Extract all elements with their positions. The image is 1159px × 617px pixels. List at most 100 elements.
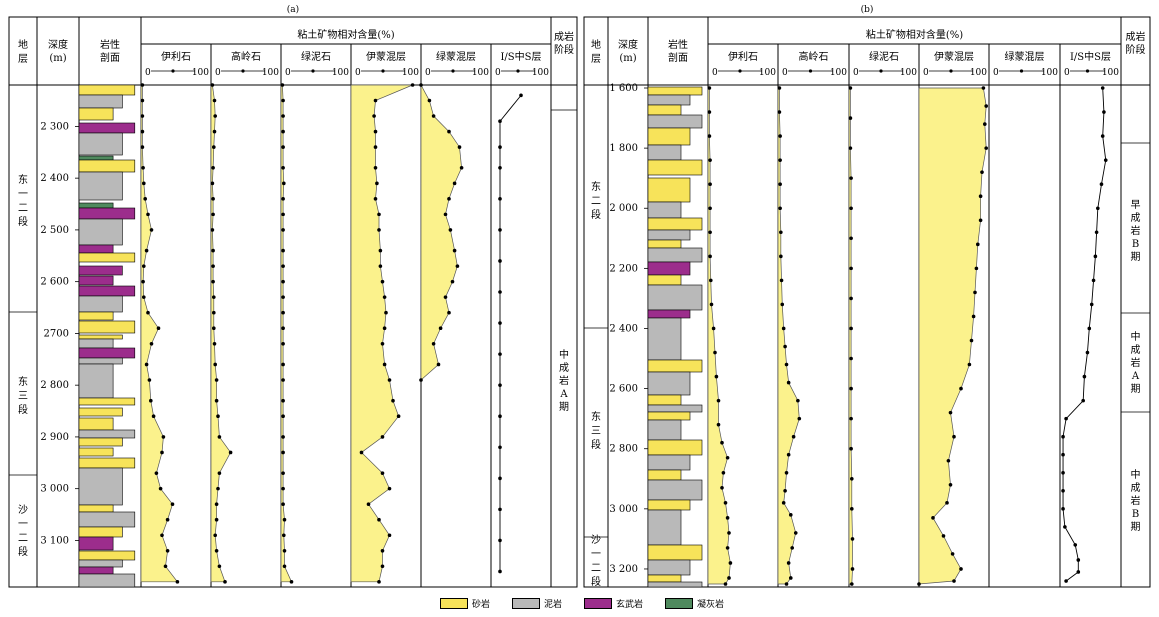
data-point — [380, 435, 385, 439]
data-point — [849, 416, 853, 421]
data-point — [973, 290, 977, 295]
data-point — [281, 398, 285, 403]
data-point — [713, 350, 717, 355]
data-point — [160, 450, 164, 455]
data-point — [373, 166, 378, 170]
data-point — [455, 264, 460, 268]
data-point — [716, 422, 721, 427]
depth-tick-label: 2 000 — [609, 203, 638, 214]
stage-label: A — [559, 389, 568, 400]
data-point — [980, 170, 984, 174]
litho-bed-mudstone — [647, 559, 691, 576]
stratum-label: 二 — [18, 533, 28, 544]
data-point — [519, 93, 523, 98]
data-point — [1061, 507, 1065, 511]
data-point — [213, 362, 217, 367]
litho-header: 岩性 — [668, 38, 688, 51]
data-point — [786, 452, 791, 457]
legend-label-tuff: 凝灰岩 — [697, 600, 725, 610]
data-point — [786, 561, 791, 565]
data-point — [175, 580, 180, 584]
stratum-label: 沙 — [591, 534, 601, 546]
data-point — [728, 561, 733, 565]
data-point — [727, 531, 731, 535]
data-point — [210, 181, 215, 186]
litho-bed-mudstone — [647, 581, 703, 588]
data-point — [1082, 374, 1087, 379]
data-point — [281, 98, 285, 103]
data-point — [217, 435, 222, 439]
stage-header: 成岩 — [554, 30, 574, 43]
data-point — [375, 181, 379, 186]
series-area — [777, 87, 800, 585]
scale-max-label: 100 — [900, 68, 917, 78]
data-point — [849, 446, 853, 451]
data-point — [282, 181, 286, 186]
data-point — [1063, 525, 1067, 529]
data-point — [214, 502, 219, 506]
data-point — [725, 546, 730, 550]
data-point — [281, 114, 285, 118]
depth-tick-label: 2 300 — [40, 121, 69, 132]
data-point — [281, 145, 285, 149]
data-point — [1096, 206, 1100, 211]
litho-bed-mudstone — [647, 404, 703, 413]
litho-bed-mudstone — [647, 229, 691, 241]
legend-swatch-mudstone — [512, 598, 541, 609]
litho-bed-mudstone — [78, 171, 123, 201]
data-point — [223, 580, 227, 584]
scale-min-label: 0 — [1064, 68, 1070, 78]
stage-label: A — [1131, 371, 1140, 382]
data-point — [498, 321, 502, 325]
scale-min-label: 0 — [425, 68, 431, 78]
data-point — [380, 341, 385, 346]
data-point — [708, 206, 712, 211]
data-point — [959, 567, 963, 571]
data-point — [708, 158, 712, 162]
data-point — [144, 362, 149, 367]
data-point — [211, 212, 215, 217]
stratum-label: 东 — [591, 410, 601, 423]
data-point — [447, 197, 451, 201]
data-point — [377, 580, 381, 584]
depth-tick-label: 2 500 — [40, 225, 69, 236]
depth-header: 深度 — [48, 38, 68, 51]
column-header: I/S中S层 — [1070, 50, 1111, 63]
data-point — [978, 218, 983, 223]
litho-bed-basalt — [647, 261, 691, 276]
column-header: 绿泥石 — [301, 50, 331, 63]
data-point — [779, 254, 783, 259]
data-point — [143, 197, 147, 201]
data-point — [849, 386, 853, 391]
data-point — [214, 378, 219, 382]
depth-tick-label: 2 400 — [609, 323, 638, 334]
data-point — [448, 228, 453, 232]
scale-min-label: 0 — [712, 68, 718, 78]
scale-max-label: 100 — [830, 68, 847, 78]
litho-bed-mudstone — [647, 94, 691, 106]
litho-bed-basalt — [78, 347, 136, 359]
data-point — [211, 279, 215, 284]
litho-bed-mudstone — [78, 467, 123, 506]
data-point — [436, 362, 441, 367]
data-point — [780, 302, 785, 307]
data-point — [1087, 326, 1092, 331]
stage-label: 早 — [1131, 199, 1141, 211]
litho-bed-sandstone — [78, 84, 136, 96]
data-point — [163, 564, 168, 569]
data-point — [716, 398, 721, 403]
data-point — [777, 110, 782, 114]
litho-bed-sandstone — [78, 320, 136, 334]
column-header: 伊蒙混层 — [366, 50, 406, 63]
data-point — [366, 502, 371, 506]
data-point — [849, 296, 853, 301]
data-point — [391, 398, 395, 403]
data-point — [142, 264, 146, 268]
data-point — [850, 582, 854, 586]
legend-swatch-tuff — [665, 598, 694, 609]
column-header: 伊蒙混层 — [934, 50, 974, 63]
scale-dot — [381, 69, 385, 73]
litho-bed-sandstone — [78, 504, 114, 513]
litho-bed-mudstone — [78, 573, 136, 588]
data-point — [967, 362, 972, 367]
